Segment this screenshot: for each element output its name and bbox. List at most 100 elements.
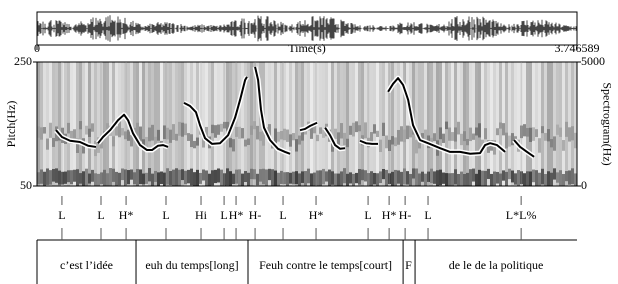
- spectrogram-formant: [313, 173, 316, 187]
- spectrogram-column: [406, 62, 409, 186]
- spectrogram-column: [418, 62, 421, 186]
- spectrogram-formant: [340, 123, 343, 138]
- spectrogram-column: [133, 62, 136, 186]
- spectrogram-column: [385, 62, 388, 186]
- spectrogram-formant: [214, 170, 217, 183]
- spectrogram-column: [529, 62, 532, 186]
- spectrogram-formant: [523, 124, 526, 136]
- spectrogram-formant: [184, 124, 187, 136]
- chart: Time(s) Pitch(Hz) Spectrogram(Hz) 03.746…: [0, 0, 618, 284]
- spectrogram-formant: [571, 168, 574, 184]
- spectrogram-formant: [430, 169, 433, 183]
- spectrogram-column: [109, 62, 112, 186]
- spectrogram-formant: [241, 174, 244, 190]
- spectrogram-formant: [253, 169, 256, 179]
- spectrogram-formant: [400, 126, 403, 141]
- spectrogram-formant: [43, 172, 46, 188]
- spectrogram-formant: [487, 169, 490, 179]
- spectrogram-formant: [157, 130, 160, 141]
- spectrogram-formant: [247, 138, 250, 145]
- spectrogram-column: [475, 62, 478, 186]
- y-tick-label: 50: [20, 178, 32, 192]
- spectrogram-formant: [187, 170, 190, 183]
- spectrogram-column: [100, 62, 103, 186]
- spectrogram-formant: [460, 134, 463, 145]
- spectrogram-formant: [268, 169, 271, 180]
- spectrogram-formant: [40, 127, 43, 139]
- spectrogram-column: [217, 62, 220, 186]
- spectrogram-column: [388, 62, 391, 186]
- spectrogram-column: [568, 62, 571, 186]
- tone-label: H*: [229, 208, 244, 222]
- spectrogram-formant: [547, 129, 550, 141]
- spectrogram-column: [433, 62, 436, 186]
- spectrogram-formant: [280, 171, 283, 184]
- spectrogram-formant: [133, 172, 136, 184]
- spectrogram-formant: [127, 130, 130, 141]
- spectrogram-formant: [292, 172, 295, 185]
- spectrogram-formant: [151, 174, 154, 186]
- tone-label: L: [364, 208, 371, 222]
- spectrogram-formant: [376, 173, 379, 187]
- spectrogram-formant: [286, 130, 289, 142]
- spectrogram-column: [379, 62, 382, 186]
- spectrogram-formant: [229, 171, 232, 185]
- spectrogram-formant: [151, 125, 154, 141]
- spectrogram-column: [238, 62, 241, 186]
- spectrogram-formant: [91, 123, 94, 131]
- spectrogram-formant: [406, 171, 409, 185]
- spectrogram-column: [514, 62, 517, 186]
- spectrogram-column: [346, 62, 349, 186]
- tone-label: H*: [119, 208, 134, 222]
- spectrogram-column: [448, 62, 451, 186]
- tone-label: L: [162, 208, 169, 222]
- waveform: [37, 15, 576, 42]
- spectrogram-column: [424, 62, 427, 186]
- spectrogram-column: [211, 62, 214, 186]
- spectrogram-formant: [100, 172, 103, 184]
- spectrogram-column: [154, 62, 157, 186]
- spectrogram-formant: [502, 123, 505, 135]
- spectrogram-column: [193, 62, 196, 186]
- spectrogram-column: [493, 62, 496, 186]
- spectrogram-formant: [298, 136, 301, 145]
- spectrogram-formant: [325, 171, 328, 181]
- spectrogram-column: [94, 62, 97, 186]
- spectrogram-formant: [79, 121, 82, 129]
- tone-label: L: [58, 208, 65, 222]
- spectrogram-column: [280, 62, 283, 186]
- spectrogram-column: [289, 62, 292, 186]
- spectrogram-column: [463, 62, 466, 186]
- spectrogram-formant: [409, 174, 412, 186]
- spectrogram-formant: [334, 173, 337, 185]
- spectrogram-formant: [46, 168, 49, 184]
- spectrogram-formant: [217, 125, 220, 135]
- tone-label: L: [220, 208, 227, 222]
- spectrogram-formant: [124, 169, 127, 187]
- spectrogram-column: [85, 62, 88, 186]
- spectrogram-formant: [67, 170, 70, 182]
- spectrogram-formant: [121, 168, 124, 180]
- spectrogram-formant: [448, 173, 451, 190]
- spectrogram-column: [490, 62, 493, 186]
- spectrogram-column: [142, 62, 145, 186]
- spectrogram-formant: [382, 123, 385, 136]
- spectrogram-formant: [130, 169, 133, 179]
- spectrogram-formant: [73, 170, 76, 182]
- spectrogram-formant: [172, 170, 175, 187]
- spectrogram-formant: [166, 168, 169, 184]
- spectrogram-column: [337, 62, 340, 186]
- spectrogram-formant: [337, 132, 340, 144]
- spectrogram-formant: [40, 169, 43, 183]
- spectrogram-formant: [475, 127, 478, 135]
- spectrogram-formant: [229, 138, 232, 147]
- spectrogram-column: [283, 62, 286, 186]
- spectrogram-formant: [511, 133, 514, 145]
- spectrogram-column: [175, 62, 178, 186]
- spectrogram-formant: [397, 130, 400, 145]
- tone-label: H-: [399, 208, 412, 222]
- spectrogram-formant: [520, 126, 523, 139]
- spectrogram-formant: [181, 123, 184, 137]
- word-label: euh du temps[long]: [145, 258, 238, 272]
- spectrogram-column: [43, 62, 46, 186]
